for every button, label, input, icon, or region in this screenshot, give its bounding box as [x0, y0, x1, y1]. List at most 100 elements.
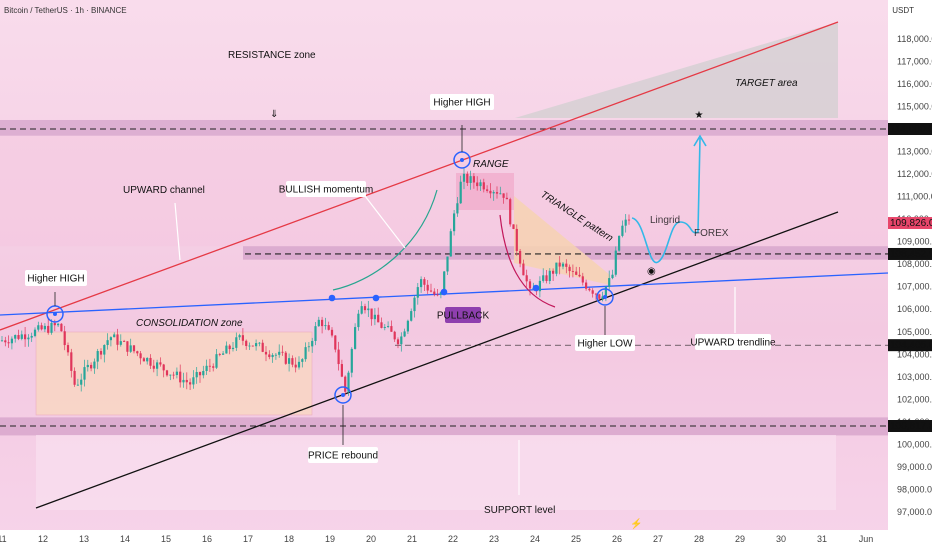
candle-body	[73, 370, 76, 385]
y-tick-label: 102,000.00	[897, 394, 932, 404]
candle-body	[370, 308, 373, 320]
candle-body	[189, 382, 192, 385]
x-tick-label: 27	[653, 534, 663, 544]
candle-body	[43, 325, 46, 330]
candle-body	[489, 190, 492, 194]
candle-body	[40, 325, 43, 330]
candle-body	[482, 182, 485, 190]
candle-body	[83, 367, 86, 380]
price-tag-100818	[888, 420, 932, 432]
candle-body	[585, 282, 588, 289]
price-tag-109826	[888, 217, 932, 230]
y-tick-label: 112,000.00	[897, 169, 932, 179]
candle-body	[297, 361, 301, 368]
x-tick-label: 17	[243, 534, 253, 544]
candle-body	[459, 181, 462, 204]
candle-body	[14, 335, 17, 339]
candle-body	[466, 173, 469, 183]
candle-body	[264, 351, 268, 355]
target-area-label: TARGET area	[735, 78, 798, 89]
candle-body	[403, 331, 406, 337]
candle-body	[413, 297, 416, 312]
resistance-zone-label: RESISTANCE zone	[228, 50, 316, 61]
candle-body	[284, 352, 287, 364]
candle-body	[304, 347, 307, 360]
candle-body	[57, 323, 60, 326]
y-tick-label: 109,000.00	[897, 237, 932, 247]
y-tick-label: 106,000.00	[897, 304, 932, 314]
candle-body	[96, 351, 99, 362]
candle-body	[192, 377, 195, 385]
candle-body	[136, 351, 139, 354]
time-axis-bg	[0, 530, 888, 550]
candle-body	[119, 341, 122, 345]
candle-body	[429, 290, 433, 292]
candle-body	[20, 334, 23, 339]
y-tick-label: 113,000.00	[897, 147, 932, 157]
candle-body	[469, 176, 472, 183]
candle-body	[301, 359, 304, 362]
candle-body	[291, 358, 294, 365]
higher-high-top-label-box	[430, 94, 494, 110]
candle-body	[367, 308, 370, 311]
candle-body	[396, 339, 400, 345]
candle-body	[30, 335, 33, 338]
price-rebound-marker	[334, 386, 352, 404]
price-tag-text: 109,826.09	[890, 218, 932, 229]
trendline-touch-dot	[372, 294, 380, 302]
candle-body	[37, 325, 40, 330]
candle-body	[317, 319, 320, 327]
candle-body	[126, 341, 129, 352]
x-tick-label: 26	[612, 534, 622, 544]
candle-body	[479, 182, 482, 187]
candle-body	[337, 349, 340, 365]
candle-body	[159, 362, 162, 365]
candle-body	[271, 354, 274, 358]
candle-body	[575, 271, 578, 275]
candle-body	[476, 182, 479, 187]
price-rebound-label: PRICE rebound	[308, 451, 378, 462]
y-tick-label: 98,000.00	[897, 484, 932, 494]
candle-body	[93, 361, 96, 369]
higher-low-marker	[596, 288, 614, 306]
candle-body	[238, 335, 241, 338]
candle-body	[146, 357, 149, 362]
candle-body	[241, 335, 244, 341]
candle-body	[578, 274, 581, 277]
x-tick-label: 29	[735, 534, 745, 544]
pullback-arrow	[499, 214, 556, 308]
x-tick-label: 24	[530, 534, 540, 544]
channel-top-line	[0, 21, 839, 331]
candle-body	[449, 231, 452, 257]
x-tick-label: 13	[79, 534, 89, 544]
y-tick-label: 100,000.00	[897, 439, 932, 449]
candle-body	[334, 335, 337, 350]
channel-bottom-line	[35, 211, 839, 509]
higher-high-top-label: Higher HIGH	[433, 98, 490, 109]
candle-body	[169, 374, 172, 376]
candle-body	[453, 213, 456, 232]
candle-body	[225, 345, 228, 354]
candle-body	[208, 365, 211, 367]
x-tick-label: Jun	[859, 534, 874, 544]
candle-body	[495, 192, 499, 194]
candle-body	[525, 275, 528, 282]
candle-body	[50, 322, 53, 333]
candle-body	[387, 326, 390, 327]
range-label: RANGE	[473, 159, 509, 170]
candle-body	[53, 322, 56, 326]
y-tick-label: 108,000.00	[897, 259, 932, 269]
candle-body	[307, 346, 310, 348]
target-area-shape	[515, 22, 838, 118]
candle-body	[512, 224, 515, 229]
candle-body	[383, 326, 386, 328]
x-tick-label: 20	[366, 534, 376, 544]
candle-body	[222, 353, 225, 355]
candle-body	[86, 364, 89, 368]
candle-body	[598, 294, 601, 299]
candle-body	[601, 296, 604, 299]
candle-body	[390, 326, 393, 332]
candle-body	[519, 250, 522, 264]
candle-body	[202, 370, 205, 376]
